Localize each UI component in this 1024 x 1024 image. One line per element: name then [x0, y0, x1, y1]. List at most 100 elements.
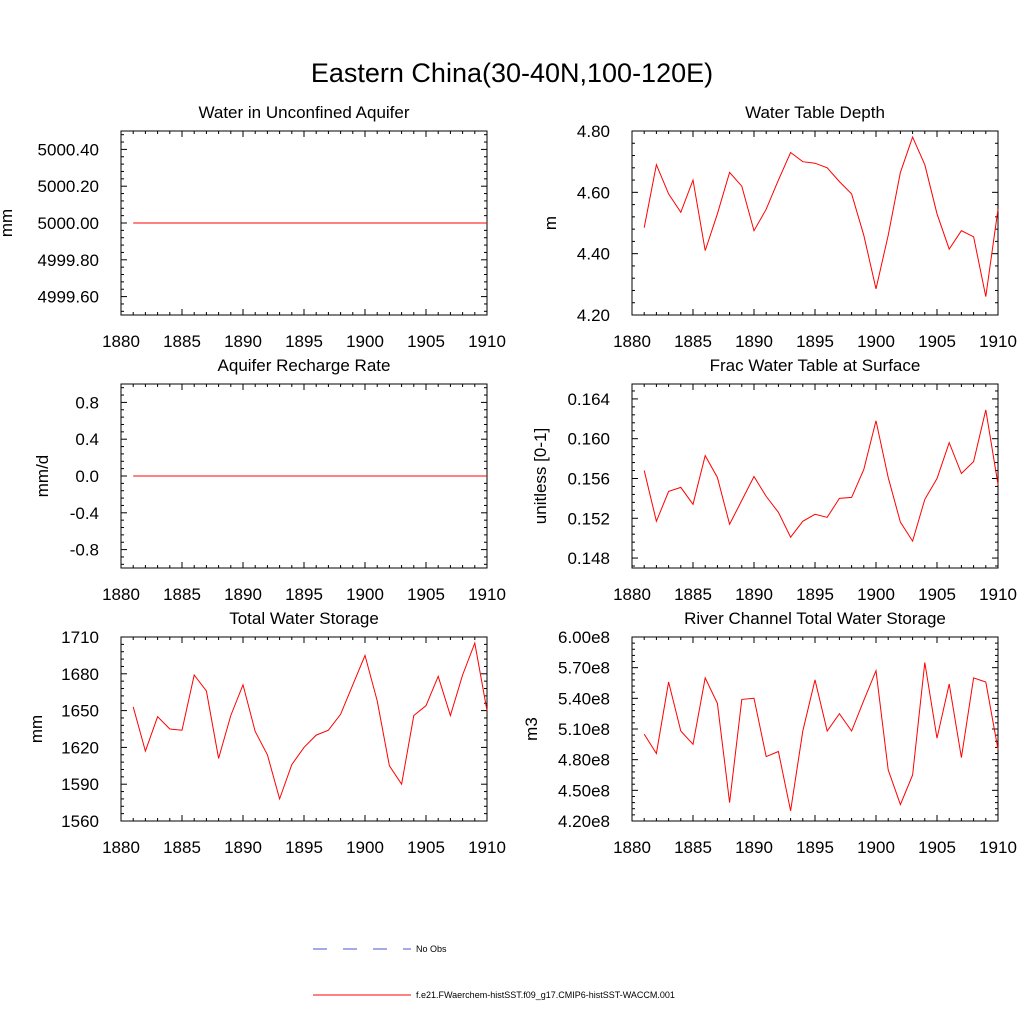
- y-axis-label: mm: [27, 715, 46, 743]
- x-tick-label: 1885: [163, 585, 201, 604]
- x-tick-label: 1910: [468, 332, 506, 351]
- series-line-1: [643, 135, 999, 297]
- x-tick-label: 1890: [224, 838, 262, 857]
- x-tick-label: 1885: [674, 332, 712, 351]
- x-tick-label: 1900: [346, 332, 384, 351]
- y-axis-label: mm: [0, 209, 16, 237]
- y-tick-label: 0.152: [567, 509, 610, 528]
- y-tick-label: 4.40: [577, 245, 610, 264]
- x-tick-label: 1885: [674, 838, 712, 857]
- chart-panel-1: Water in Unconfined Aquifer mm 1880 1885 189…: [0, 103, 506, 351]
- x-tick-label: 1905: [918, 838, 956, 857]
- y-tick-label: 0.0: [75, 467, 99, 486]
- x-tick-label: 1885: [163, 838, 201, 857]
- x-tick-label: 1890: [735, 332, 773, 351]
- panel-title: Water in Unconfined Aquifer: [198, 103, 409, 122]
- y-tick-label: 5.70e8: [558, 659, 610, 678]
- series-line-1: [132, 641, 488, 801]
- x-tick-label: 1900: [857, 585, 895, 604]
- y-tick-label: 0.160: [567, 430, 610, 449]
- chart-panel-3: Aquifer Recharge Rate mm/d 1880 1885 1890 189…: [33, 356, 506, 604]
- x-tick-label: 1895: [285, 332, 323, 351]
- x-tick-label: 1895: [285, 838, 323, 857]
- y-tick-label: 4.20e8: [558, 812, 610, 831]
- panels: Water in Unconfined Aquifer mm 1880 1885 189…: [0, 103, 1017, 857]
- series-line-1: [643, 662, 999, 811]
- legend: No Obs f.e21.FWaerchem-histSST.f09_g17.C…: [313, 944, 675, 1000]
- plot-frame: [631, 383, 999, 569]
- x-tick-label: 1900: [857, 838, 895, 857]
- y-axis-label: mm/d: [33, 455, 52, 498]
- panel-title: Water Table Depth: [745, 103, 885, 122]
- x-tick-label: 1905: [407, 332, 445, 351]
- y-tick-label: 5.10e8: [558, 720, 610, 739]
- y-tick-label: 4.60: [577, 183, 610, 202]
- y-tick-label: 1590: [61, 775, 99, 794]
- chart-panel-2: Water Table Depth m 1880 1885 1890 1895 1900 19…: [541, 103, 1017, 351]
- y-tick-label: 0.156: [567, 469, 610, 488]
- chart-panel-5: Total Water Storage mm 1880 1885 1890 1895 190…: [27, 609, 506, 857]
- series-line-1: [643, 409, 999, 543]
- panel-title: Frac Water Table at Surface: [710, 356, 921, 375]
- x-tick-label: 1910: [468, 585, 506, 604]
- x-tick-label: 1880: [613, 838, 651, 857]
- y-tick-label: 0.4: [75, 430, 99, 449]
- panel-title: Total Water Storage: [229, 609, 379, 628]
- y-tick-label: 4999.80: [38, 251, 99, 270]
- x-tick-label: 1905: [918, 332, 956, 351]
- x-tick-label: 1880: [613, 332, 651, 351]
- x-tick-label: 1905: [918, 585, 956, 604]
- x-tick-label: 1880: [613, 585, 651, 604]
- chart-panel-4: Frac Water Table at Surface unitless [0-1…: [531, 356, 1017, 604]
- x-tick-label: 1910: [979, 332, 1017, 351]
- plot-frame: [631, 130, 999, 316]
- x-tick-label: 1880: [102, 332, 140, 351]
- x-tick-label: 1895: [285, 585, 323, 604]
- x-tick-label: 1890: [735, 838, 773, 857]
- x-tick-label: 1905: [407, 838, 445, 857]
- y-tick-label: 1710: [61, 628, 99, 647]
- x-tick-label: 1910: [979, 585, 1017, 604]
- y-tick-label: -0.8: [70, 541, 99, 560]
- y-tick-label: 5.40e8: [558, 689, 610, 708]
- x-tick-label: 1910: [979, 838, 1017, 857]
- y-tick-label: 4999.60: [38, 288, 99, 307]
- y-tick-label: 4.50e8: [558, 781, 610, 800]
- y-axis-label: m: [541, 216, 560, 230]
- x-tick-label: 1895: [796, 585, 834, 604]
- legend-label-no-obs: No Obs: [416, 944, 447, 954]
- x-tick-label: 1880: [102, 585, 140, 604]
- x-tick-label: 1895: [796, 332, 834, 351]
- x-tick-label: 1890: [735, 585, 773, 604]
- y-tick-label: 4.20: [577, 306, 610, 325]
- y-tick-label: 1650: [61, 702, 99, 721]
- y-tick-label: 1620: [61, 738, 99, 757]
- x-tick-label: 1890: [224, 585, 262, 604]
- panel-title: Aquifer Recharge Rate: [218, 356, 391, 375]
- x-tick-label: 1900: [346, 585, 384, 604]
- x-tick-label: 1880: [102, 838, 140, 857]
- y-tick-label: 1560: [61, 812, 99, 831]
- x-tick-label: 1900: [857, 332, 895, 351]
- panel-title: River Channel Total Water Storage: [684, 609, 946, 628]
- y-tick-label: 4.80e8: [558, 751, 610, 770]
- y-tick-label: 0.8: [75, 393, 99, 412]
- x-tick-label: 1885: [674, 585, 712, 604]
- y-tick-label: 0.148: [567, 549, 610, 568]
- chart-panel-6: River Channel Total Water Storage m3 1880 1…: [522, 609, 1017, 857]
- y-tick-label: 4.80: [577, 122, 610, 141]
- figure-title: Eastern China(30-40N,100-120E): [311, 58, 713, 88]
- legend-label-model: f.e21.FWaerchem-histSST.f09_g17.CMIP6-hi…: [416, 990, 675, 1000]
- y-axis-label: m3: [522, 717, 541, 741]
- x-tick-label: 1895: [796, 838, 834, 857]
- y-tick-label: 5000.40: [38, 140, 99, 159]
- y-tick-label: -0.4: [70, 504, 99, 523]
- y-tick-label: 1680: [61, 665, 99, 684]
- y-axis-label: unitless [0-1]: [531, 428, 550, 524]
- x-tick-label: 1900: [346, 838, 384, 857]
- x-tick-label: 1910: [468, 838, 506, 857]
- plot-frame: [120, 636, 488, 822]
- x-tick-label: 1905: [407, 585, 445, 604]
- x-tick-label: 1890: [224, 332, 262, 351]
- y-tick-label: 5000.00: [38, 214, 99, 233]
